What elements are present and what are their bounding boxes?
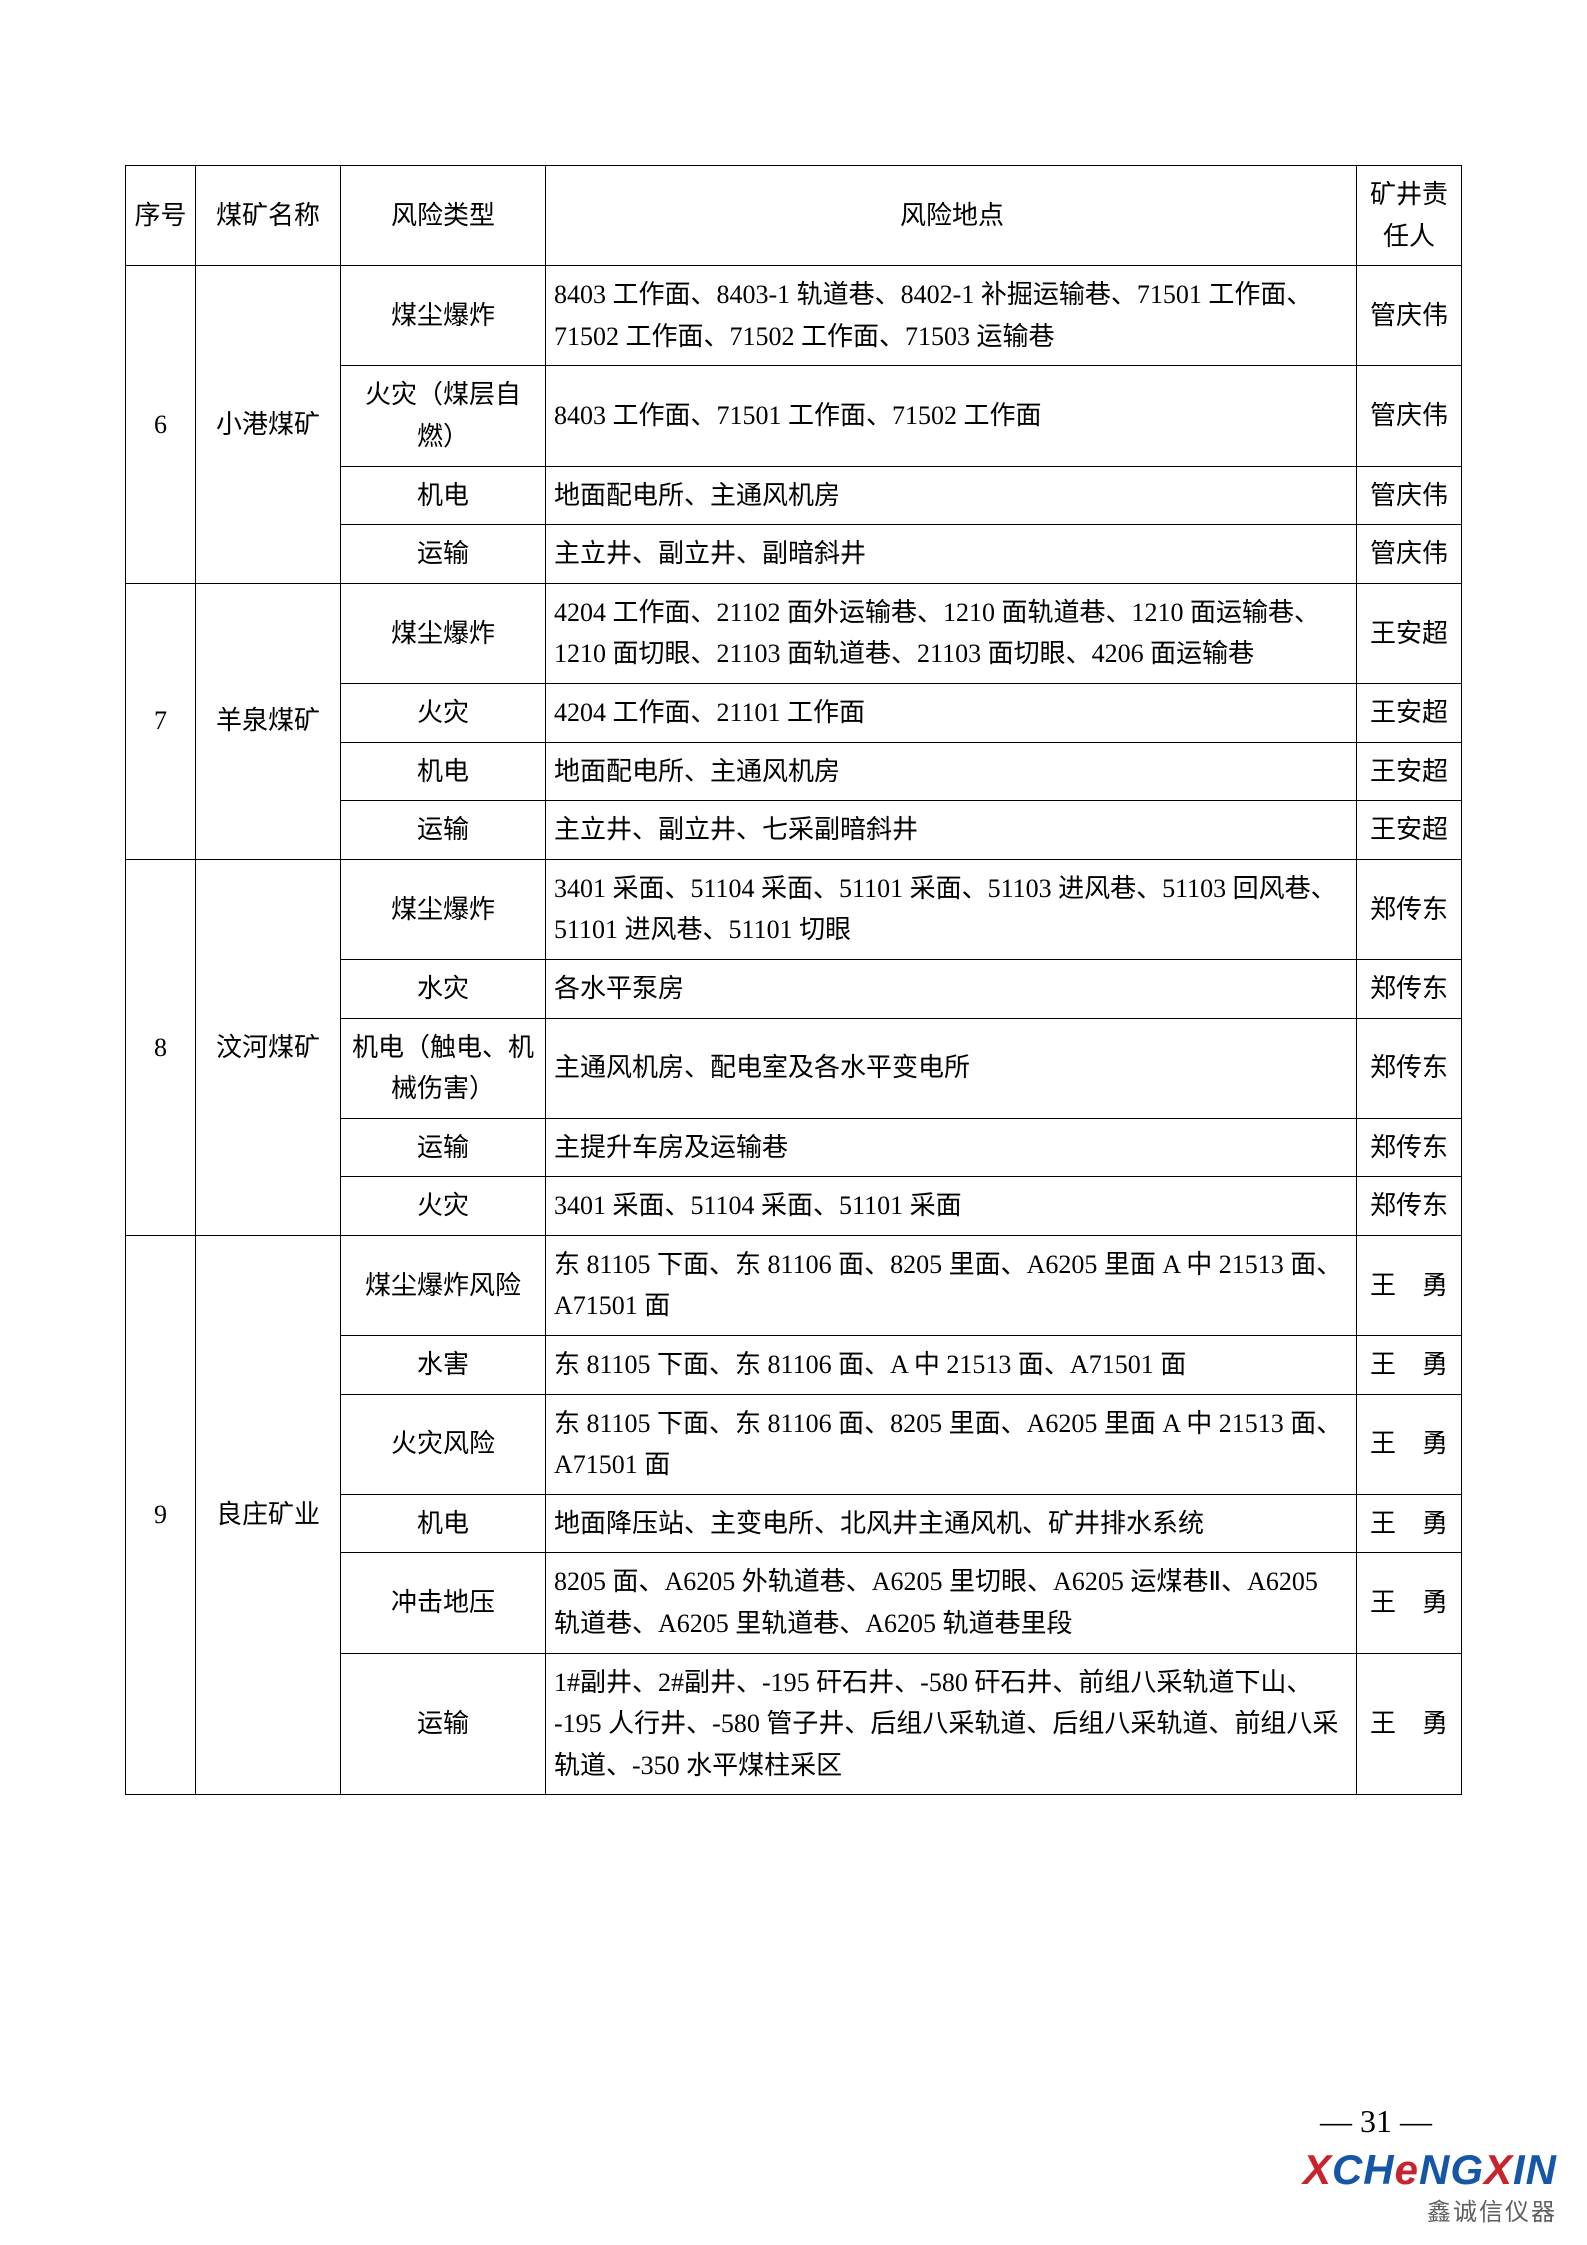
watermark-part-2: e [1395, 2146, 1419, 2193]
cell-mine: 羊泉煤矿 [196, 583, 341, 859]
cell-person: 管庆伟 [1357, 525, 1462, 584]
cell-mine: 汶河煤矿 [196, 859, 341, 1235]
table-body: 6小港煤矿煤尘爆炸8403 工作面、8403-1 轨道巷、8402-1 补掘运输… [126, 266, 1462, 1795]
cell-location: 地面配电所、主通风机房 [546, 466, 1357, 525]
header-person: 矿井责任人 [1357, 166, 1462, 266]
cell-seq: 6 [126, 266, 196, 584]
cell-location: 主提升车房及运输巷 [546, 1118, 1357, 1177]
cell-person: 管庆伟 [1357, 366, 1462, 466]
cell-person: 王 勇 [1357, 1494, 1462, 1553]
cell-location: 地面配电所、主通风机房 [546, 742, 1357, 801]
cell-location: 1#副井、2#副井、-195 矸石井、-580 矸石井、前组八采轨道下山、 -1… [546, 1653, 1357, 1795]
cell-person: 郑传东 [1357, 1018, 1462, 1118]
table-row: 8汶河煤矿煤尘爆炸3401 采面、51104 采面、51101 采面、51103… [126, 859, 1462, 959]
cell-type: 机电 [341, 742, 546, 801]
cell-person: 王 勇 [1357, 1553, 1462, 1653]
cell-person: 王安超 [1357, 801, 1462, 860]
header-seq: 序号 [126, 166, 196, 266]
cell-location: 主立井、副立井、七采副暗斜井 [546, 801, 1357, 860]
page-number: — 31 — [1320, 2103, 1432, 2140]
cell-person: 王 勇 [1357, 1336, 1462, 1395]
cell-mine: 良庄矿业 [196, 1235, 341, 1795]
cell-type: 运输 [341, 1118, 546, 1177]
cell-person: 王安超 [1357, 742, 1462, 801]
cell-type: 煤尘爆炸 [341, 583, 546, 683]
cell-location: 地面降压站、主变电所、北风井主通风机、矿井排水系统 [546, 1494, 1357, 1553]
cell-location: 东 81105 下面、东 81106 面、8205 里面、A6205 里面 A … [546, 1235, 1357, 1335]
cell-location: 各水平泵房 [546, 959, 1357, 1018]
cell-type: 冲击地压 [341, 1553, 546, 1653]
cell-location: 4204 工作面、21101 工作面 [546, 683, 1357, 742]
cell-person: 王安超 [1357, 683, 1462, 742]
cell-person: 王 勇 [1357, 1653, 1462, 1795]
cell-location: 主立井、副立井、副暗斜井 [546, 525, 1357, 584]
cell-person: 郑传东 [1357, 1177, 1462, 1236]
cell-location: 8205 面、A6205 外轨道巷、A6205 里切眼、A6205 运煤巷Ⅱ、A… [546, 1553, 1357, 1653]
cell-person: 管庆伟 [1357, 466, 1462, 525]
cell-person: 王 勇 [1357, 1235, 1462, 1335]
cell-type: 火灾 [341, 683, 546, 742]
cell-location: 东 81105 下面、东 81106 面、A 中 21513 面、A71501 … [546, 1336, 1357, 1395]
risk-table: 序号 煤矿名称 风险类型 风险地点 矿井责任人 6小港煤矿煤尘爆炸8403 工作… [125, 165, 1462, 1795]
watermark-part-5: IN [1513, 2146, 1557, 2193]
cell-type: 机电 [341, 466, 546, 525]
cell-location: 主通风机房、配电室及各水平变电所 [546, 1018, 1357, 1118]
cell-type: 煤尘爆炸 [341, 266, 546, 366]
cell-type: 运输 [341, 525, 546, 584]
cell-location: 3401 采面、51104 采面、51101 采面 [546, 1177, 1357, 1236]
cell-location: 8403 工作面、71501 工作面、71502 工作面 [546, 366, 1357, 466]
watermark: XCHeNGXIN 鑫诚信仪器 [1303, 2146, 1557, 2227]
cell-person: 王 勇 [1357, 1394, 1462, 1494]
table-row: 6小港煤矿煤尘爆炸8403 工作面、8403-1 轨道巷、8402-1 补掘运输… [126, 266, 1462, 366]
cell-location: 东 81105 下面、东 81106 面、8205 里面、A6205 里面 A … [546, 1394, 1357, 1494]
cell-type: 机电 [341, 1494, 546, 1553]
watermark-part-0: X [1303, 2146, 1332, 2193]
header-mine: 煤矿名称 [196, 166, 341, 266]
watermark-part-3: NG [1419, 2146, 1484, 2193]
cell-type: 水灾 [341, 959, 546, 1018]
cell-type: 运输 [341, 801, 546, 860]
cell-type: 机电（触电、机械伤害） [341, 1018, 546, 1118]
header-type: 风险类型 [341, 166, 546, 266]
cell-seq: 8 [126, 859, 196, 1235]
cell-type: 运输 [341, 1653, 546, 1795]
cell-mine: 小港煤矿 [196, 266, 341, 584]
cell-location: 4204 工作面、21102 面外运输巷、1210 面轨道巷、1210 面运输巷… [546, 583, 1357, 683]
table-row: 9良庄矿业煤尘爆炸风险东 81105 下面、东 81106 面、8205 里面、… [126, 1235, 1462, 1335]
cell-person: 王安超 [1357, 583, 1462, 683]
cell-type: 火灾风险 [341, 1394, 546, 1494]
cell-seq: 7 [126, 583, 196, 859]
header-row: 序号 煤矿名称 风险类型 风险地点 矿井责任人 [126, 166, 1462, 266]
watermark-part-4: X [1484, 2146, 1513, 2193]
cell-type: 煤尘爆炸风险 [341, 1235, 546, 1335]
watermark-part-1: CH [1332, 2146, 1395, 2193]
cell-location: 8403 工作面、8403-1 轨道巷、8402-1 补掘运输巷、71501 工… [546, 266, 1357, 366]
watermark-main: XCHeNGXIN [1303, 2146, 1557, 2194]
cell-type: 水害 [341, 1336, 546, 1395]
cell-type: 火灾 [341, 1177, 546, 1236]
cell-seq: 9 [126, 1235, 196, 1795]
cell-person: 郑传东 [1357, 1118, 1462, 1177]
cell-person: 郑传东 [1357, 959, 1462, 1018]
cell-type: 煤尘爆炸 [341, 859, 546, 959]
table-row: 7羊泉煤矿煤尘爆炸4204 工作面、21102 面外运输巷、1210 面轨道巷、… [126, 583, 1462, 683]
watermark-sub: 鑫诚信仪器 [1303, 2192, 1557, 2227]
cell-person: 管庆伟 [1357, 266, 1462, 366]
header-loc: 风险地点 [546, 166, 1357, 266]
cell-location: 3401 采面、51104 采面、51101 采面、51103 进风巷、5110… [546, 859, 1357, 959]
cell-type: 火灾（煤层自燃） [341, 366, 546, 466]
cell-person: 郑传东 [1357, 859, 1462, 959]
